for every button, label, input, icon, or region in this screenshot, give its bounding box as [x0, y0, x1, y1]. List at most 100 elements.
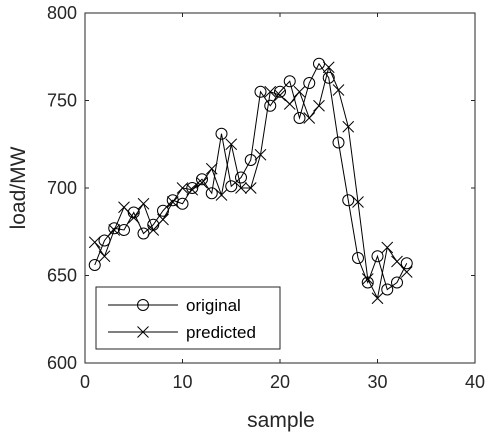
- data-point-x: [264, 85, 277, 98]
- data-point-x: [235, 182, 247, 194]
- data-point-x: [137, 326, 149, 338]
- data-point-circle: [391, 276, 403, 289]
- data-point-x-stroke: [118, 201, 130, 214]
- data-point-x: [361, 273, 374, 285]
- data-point-x-stroke: [361, 273, 374, 285]
- data-point-x: [108, 224, 121, 236]
- data-point-x-stroke: [225, 138, 238, 151]
- data-point-x-stroke: [147, 224, 160, 236]
- data-point-x: [342, 120, 355, 133]
- data-point-circle: [303, 77, 316, 89]
- data-point-x-stroke: [322, 61, 335, 74]
- data-point-x-stroke: [400, 266, 413, 278]
- data-point-x: [293, 85, 306, 98]
- data-point-x: [381, 241, 394, 254]
- data-point-x-stroke: [254, 148, 267, 161]
- data-point-x: [332, 84, 345, 96]
- data-point-circle: [176, 197, 189, 210]
- series-layer: [88, 57, 413, 305]
- data-point-x: [225, 138, 238, 151]
- data-point-x-stroke: [264, 85, 277, 98]
- data-point-x-stroke: [381, 241, 394, 254]
- data-point-circle: [371, 250, 384, 263]
- data-point-x-stroke: [371, 292, 384, 305]
- legend-entries: original predicted: [108, 296, 256, 342]
- data-point-x-stroke: [293, 85, 306, 98]
- data-point-x: [186, 183, 199, 196]
- data-point-x: [196, 176, 208, 189]
- data-point-x-stroke: [157, 213, 169, 226]
- data-point-circle: [274, 85, 286, 98]
- data-point-circle: [283, 75, 296, 88]
- y-tick-label: 650: [47, 266, 77, 286]
- y-tick-label: 750: [47, 91, 77, 111]
- data-point-circle: [244, 154, 257, 166]
- legend-entry-predicted: predicted: [108, 323, 256, 342]
- data-point-circle: [225, 180, 238, 193]
- data-point-x: [274, 89, 286, 102]
- data-point-x: [400, 266, 413, 278]
- data-point-circle: [235, 171, 247, 184]
- data-point-x-stroke: [98, 250, 111, 263]
- x-tick-label: 30: [367, 372, 387, 392]
- data-point-x: [147, 224, 160, 236]
- data-point-x: [166, 196, 179, 208]
- data-point-x-stroke: [283, 98, 296, 110]
- data-point-circle: [205, 187, 218, 200]
- data-point-x-stroke: [342, 120, 355, 133]
- data-point-circle: [264, 99, 277, 112]
- data-point-x-stroke: [332, 84, 345, 96]
- data-point-circle: [322, 71, 335, 84]
- data-point-circle: [342, 194, 355, 207]
- data-point-circle: [313, 57, 325, 70]
- legend-label: original: [186, 296, 241, 315]
- data-point-x-stroke: [391, 255, 403, 268]
- data-point-x: [118, 201, 130, 214]
- data-point-x-stroke: [196, 176, 208, 189]
- data-point-x: [88, 236, 101, 249]
- data-point-x-stroke: [186, 183, 199, 196]
- data-point-circle: [381, 283, 394, 296]
- data-point-circle: [186, 182, 199, 194]
- legend-label: predicted: [186, 323, 256, 342]
- data-point-x: [137, 197, 150, 210]
- legend: original predicted: [95, 286, 281, 350]
- data-point-circle: [293, 112, 306, 124]
- x-axis-label: sample: [247, 409, 315, 432]
- data-point-x-stroke: [166, 196, 179, 208]
- data-point-x: [205, 162, 218, 175]
- data-point-circle: [196, 173, 208, 186]
- data-point-x-stroke: [205, 162, 218, 175]
- data-point-x-stroke: [176, 182, 189, 194]
- legend-box: [95, 286, 281, 350]
- data-point-x: [98, 250, 111, 263]
- data-point-x: [157, 213, 169, 226]
- y-tick-label: 800: [47, 3, 77, 23]
- series-line-original: [94, 62, 408, 291]
- data-point-x: [215, 189, 228, 201]
- series-markers-predicted: [88, 61, 413, 305]
- data-point-x: [254, 148, 267, 161]
- axes-layer: 0 10 20 30 40 600 650 700 750 800: [47, 3, 485, 392]
- data-point-circle: [332, 136, 345, 149]
- data-point-x-stroke: [352, 196, 364, 208]
- data-point-x-stroke: [137, 326, 149, 338]
- data-point-circle: [137, 299, 149, 311]
- data-point-x-stroke: [88, 236, 101, 249]
- y-tick-label: 600: [47, 353, 77, 373]
- y-tick-label: 700: [47, 178, 77, 198]
- data-point-x-stroke: [137, 197, 150, 210]
- data-point-circle: [352, 252, 364, 264]
- data-point-x: [391, 255, 403, 268]
- data-point-circle: [137, 227, 150, 240]
- data-point-x-stroke: [274, 89, 286, 102]
- data-point-circle: [157, 204, 169, 217]
- data-point-x: [303, 112, 316, 124]
- data-point-x-stroke: [215, 189, 228, 201]
- data-point-circle: [254, 85, 267, 98]
- data-point-circle: [215, 127, 228, 140]
- data-point-x: [313, 99, 325, 112]
- legend-entry-original: original: [108, 296, 241, 315]
